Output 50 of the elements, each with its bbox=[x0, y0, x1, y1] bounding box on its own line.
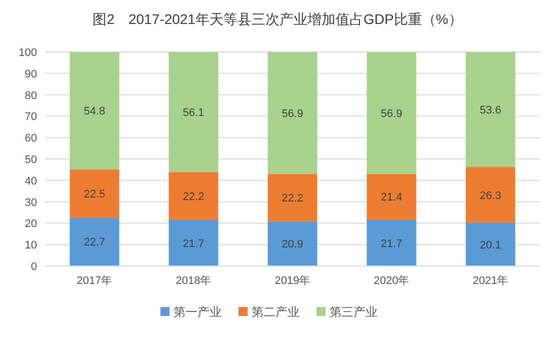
data-label: 22.2 bbox=[182, 190, 204, 203]
bar bbox=[466, 222, 516, 266]
y-tick-label: 20 bbox=[24, 218, 37, 230]
bar bbox=[70, 169, 120, 218]
bar bbox=[168, 172, 218, 220]
bar bbox=[70, 52, 120, 170]
legend-label: 第一产业 bbox=[174, 305, 222, 319]
bar bbox=[366, 52, 416, 174]
bar bbox=[268, 174, 318, 222]
bar bbox=[268, 52, 318, 174]
y-tick-label: 0 bbox=[30, 261, 37, 273]
y-tick-label: 10 bbox=[24, 240, 37, 252]
data-label: 56.9 bbox=[282, 108, 304, 120]
data-label: 21.7 bbox=[380, 238, 402, 250]
y-tick-label: 60 bbox=[24, 132, 37, 145]
y-tick-label: 80 bbox=[24, 90, 37, 102]
bar bbox=[70, 217, 120, 266]
bar bbox=[268, 221, 318, 266]
bar bbox=[366, 174, 416, 220]
x-tick-label: 2017年 bbox=[76, 275, 112, 287]
legend-label: 第二产业 bbox=[252, 305, 300, 319]
chart-title: 图2 2017-2021年天等县三次产业增加值占GDP比重（%） bbox=[92, 11, 462, 27]
y-tick-label: 100 bbox=[18, 47, 37, 59]
data-label: 56.1 bbox=[182, 107, 204, 120]
data-label: 53.6 bbox=[480, 104, 502, 116]
data-label: 56.9 bbox=[380, 108, 402, 120]
data-label: 26.3 bbox=[480, 190, 502, 202]
bar bbox=[168, 220, 218, 266]
data-label: 54.8 bbox=[84, 106, 106, 118]
y-tick-label: 30 bbox=[24, 196, 37, 209]
data-label: 22.5 bbox=[84, 188, 106, 200]
x-tick-label: 2020年 bbox=[374, 275, 410, 287]
legend-label: 第三产业 bbox=[330, 305, 378, 319]
y-tick-label: 90 bbox=[24, 68, 37, 80]
data-label: 21.7 bbox=[182, 238, 204, 250]
x-tick-label: 2019年 bbox=[274, 275, 310, 287]
bar bbox=[466, 52, 516, 167]
x-tick-label: 2018年 bbox=[176, 275, 212, 287]
x-tick-label: 2021年 bbox=[472, 275, 508, 287]
bar bbox=[466, 166, 516, 223]
data-label: 22.2 bbox=[282, 192, 304, 205]
y-tick-label: 40 bbox=[24, 175, 37, 188]
data-label: 20.1 bbox=[480, 239, 502, 252]
data-label: 22.7 bbox=[84, 236, 106, 249]
y-tick-label: 50 bbox=[24, 154, 37, 166]
bar bbox=[366, 220, 416, 266]
data-label: 20.9 bbox=[282, 238, 304, 251]
data-label: 21.4 bbox=[380, 192, 402, 204]
bar bbox=[168, 52, 218, 172]
y-tick-label: 70 bbox=[24, 111, 37, 124]
